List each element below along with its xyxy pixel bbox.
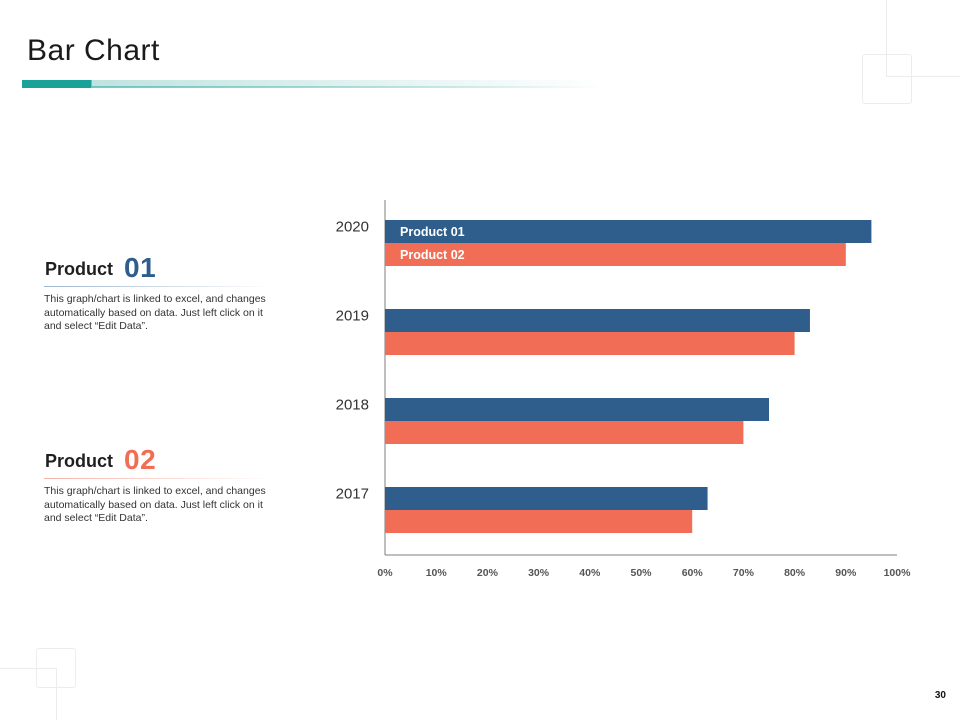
- bar-product-02-2017: [385, 510, 693, 533]
- product-01-number: 01: [124, 252, 157, 283]
- y-tick-label-2018: 2018: [336, 397, 369, 414]
- product-02-label: Product: [45, 451, 114, 471]
- legend-product-02: Product 02: [400, 248, 465, 262]
- x-tick-label-20: 20%: [477, 567, 499, 579]
- bar-product-02-2020: [385, 243, 846, 266]
- x-tick-label-50: 50%: [630, 567, 652, 579]
- decorative-line: [886, 0, 887, 76]
- product-01-divider: [44, 286, 274, 287]
- product-01-description: This graph/chart is linked to excel, and…: [44, 293, 266, 332]
- product-01-block: Product 01 This graph/chart is linked to…: [44, 252, 280, 334]
- bar-product-02-2019: [385, 332, 795, 355]
- x-tick-label-30: 30%: [528, 567, 550, 579]
- product-01-heading: Product 01: [44, 252, 280, 284]
- title-underline-accent: [22, 80, 91, 88]
- page-title: Bar Chart: [27, 34, 160, 67]
- x-tick-label-80: 80%: [784, 567, 806, 579]
- bar-product-02-2018: [385, 421, 744, 444]
- legend-product-01: Product 01: [400, 225, 465, 239]
- product-02-divider: [44, 478, 274, 479]
- x-tick-label-10: 10%: [426, 567, 448, 579]
- x-tick-label-40: 40%: [579, 567, 601, 579]
- decorative-frame: [862, 54, 912, 104]
- bar-chart: 2020 2019 2018 2017 0% 10% 20% 30% 40% 50% 60% 70% 8…: [336, 200, 912, 579]
- title-underline: [22, 80, 602, 88]
- x-tick-label-90: 90%: [835, 567, 857, 579]
- bar-product-01-2017: [385, 487, 708, 510]
- decorative-line: [0, 668, 56, 669]
- page-number: 30: [934, 690, 946, 701]
- bar-product-01-2019: [385, 309, 810, 332]
- x-tick-label-70: 70%: [733, 567, 755, 579]
- x-tick-label-0: 0%: [377, 567, 393, 579]
- product-01-label: Product: [45, 259, 114, 279]
- product-02-description: This graph/chart is linked to excel, and…: [44, 485, 266, 524]
- bar-product-01-2020: [385, 220, 872, 243]
- decorative-line: [886, 76, 960, 77]
- product-02-block: Product 02 This graph/chart is linked to…: [44, 444, 280, 526]
- x-tick-label-100: 100%: [884, 567, 912, 579]
- title-underline-line: [91, 87, 602, 88]
- decorative-line: [56, 668, 57, 720]
- product-02-number: 02: [124, 444, 157, 475]
- y-tick-label-2020: 2020: [336, 219, 369, 236]
- bar-product-01-2018: [385, 398, 769, 421]
- product-02-heading: Product 02: [44, 444, 280, 476]
- y-tick-label-2019: 2019: [336, 308, 369, 325]
- y-tick-label-2017: 2017: [336, 486, 369, 503]
- x-tick-label-60: 60%: [682, 567, 704, 579]
